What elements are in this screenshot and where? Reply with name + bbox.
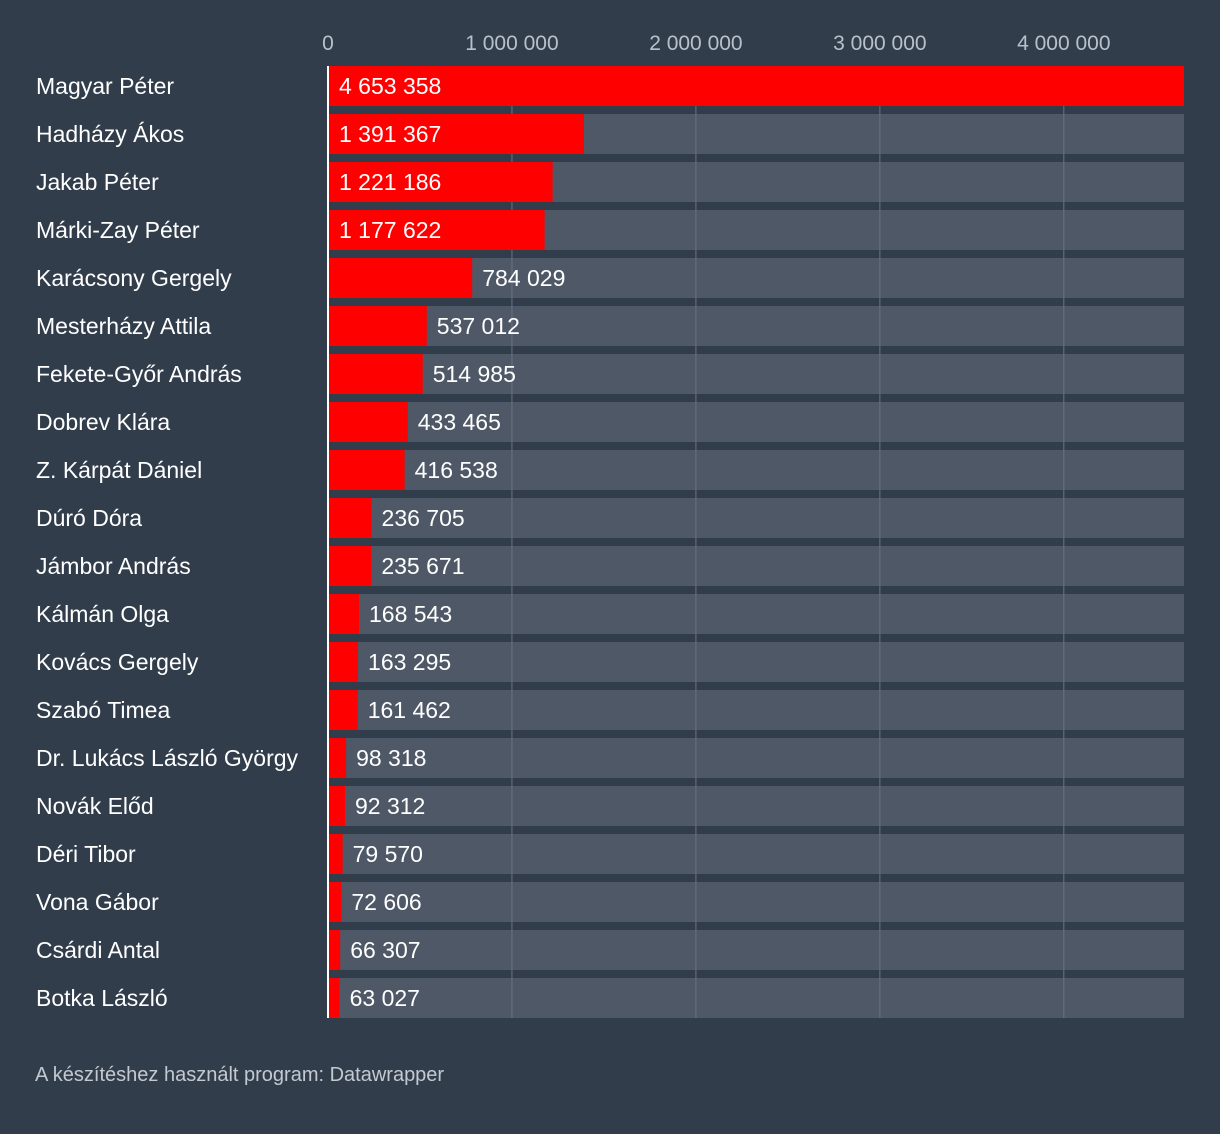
value-label: 1 391 367 bbox=[339, 121, 441, 147]
category-label: Karácsony Gergely bbox=[36, 265, 232, 291]
bar-track bbox=[328, 546, 1184, 586]
bar-track bbox=[328, 402, 1184, 442]
category-label: Déri Tibor bbox=[36, 841, 136, 867]
value-label: 235 671 bbox=[381, 553, 464, 579]
category-label: Kovács Gergely bbox=[36, 649, 199, 675]
value-label: 168 543 bbox=[369, 601, 452, 627]
value-label: 66 307 bbox=[350, 937, 420, 963]
value-label: 416 538 bbox=[415, 457, 498, 483]
bar bbox=[328, 834, 343, 874]
value-label: 514 985 bbox=[433, 361, 516, 387]
x-tick-label: 3 000 000 bbox=[833, 32, 926, 55]
bar-track bbox=[328, 690, 1184, 730]
bar bbox=[328, 978, 340, 1018]
value-label: 92 312 bbox=[355, 793, 425, 819]
bar bbox=[328, 162, 553, 202]
bar-track bbox=[328, 450, 1184, 490]
value-label: 79 570 bbox=[353, 841, 423, 867]
value-label: 1 221 186 bbox=[339, 169, 441, 195]
category-label: Dobrev Klára bbox=[36, 409, 170, 435]
bar-track bbox=[328, 642, 1184, 682]
bar bbox=[328, 402, 408, 442]
bars bbox=[328, 66, 1184, 1018]
bar-track bbox=[328, 930, 1184, 970]
bar-chart: 0 1 000 000 2 000 000 3 000 000 4 000 000 Ma… bbox=[36, 32, 1184, 1018]
x-tick-label: 2 000 000 bbox=[649, 32, 742, 55]
gridlines bbox=[511, 66, 1065, 1018]
footer-credit: A készítéshez használt program: Datawrap… bbox=[35, 1064, 445, 1086]
value-label: 63 027 bbox=[350, 985, 420, 1011]
value-labels: 4 653 358 1 391 367 1 221 186 1 177 622 784 … bbox=[339, 73, 565, 1011]
bar bbox=[328, 786, 345, 826]
bar bbox=[328, 306, 427, 346]
category-label: Jakab Péter bbox=[36, 169, 159, 195]
value-label: 98 318 bbox=[356, 745, 426, 771]
category-label: Fekete-Győr András bbox=[36, 361, 242, 387]
bar bbox=[328, 450, 405, 490]
category-label: Márki-Zay Péter bbox=[36, 217, 200, 243]
category-label: Jámbor András bbox=[36, 553, 191, 579]
bar bbox=[328, 114, 584, 154]
bar bbox=[328, 258, 473, 298]
category-label: Z. Kárpát Dániel bbox=[36, 457, 202, 483]
bar bbox=[328, 642, 359, 682]
category-label: Csárdi Antal bbox=[36, 937, 160, 963]
bar bbox=[328, 210, 545, 250]
bar-track bbox=[328, 978, 1184, 1018]
category-label: Botka László bbox=[36, 985, 168, 1011]
value-label: 236 705 bbox=[382, 505, 465, 531]
category-label: Mesterházy Attila bbox=[36, 313, 211, 339]
category-label: Hadházy Ákos bbox=[36, 121, 184, 147]
category-label: Novák Előd bbox=[36, 793, 154, 819]
category-labels: Magyar Péter Hadházy Ákos Jakab Péter Márki… bbox=[36, 73, 299, 1011]
x-tick-label: 1 000 000 bbox=[465, 32, 558, 55]
bar-track bbox=[328, 786, 1184, 826]
bar bbox=[328, 690, 358, 730]
bar-track bbox=[328, 594, 1184, 634]
value-label: 537 012 bbox=[437, 313, 520, 339]
bar-track bbox=[328, 882, 1184, 922]
x-tick-label: 4 000 000 bbox=[1017, 32, 1110, 55]
category-label: Dr. Lukács László György bbox=[36, 745, 299, 771]
bar bbox=[328, 594, 360, 634]
bar-track bbox=[328, 354, 1184, 394]
bar-track bbox=[328, 306, 1184, 346]
bar bbox=[328, 354, 423, 394]
value-label: 163 295 bbox=[368, 649, 451, 675]
bar bbox=[328, 66, 1184, 106]
bar-track bbox=[328, 834, 1184, 874]
value-label: 433 465 bbox=[418, 409, 501, 435]
bar bbox=[328, 738, 347, 778]
category-label: Szabó Timea bbox=[36, 697, 170, 723]
bar bbox=[328, 498, 372, 538]
bar bbox=[328, 882, 342, 922]
category-label: Vona Gábor bbox=[36, 889, 159, 915]
bar-tracks bbox=[328, 66, 1184, 1018]
value-label: 1 177 622 bbox=[339, 217, 441, 243]
bar-track bbox=[328, 498, 1184, 538]
category-label: Kálmán Olga bbox=[36, 601, 169, 627]
bar bbox=[328, 930, 341, 970]
value-label: 72 606 bbox=[351, 889, 421, 915]
bar bbox=[328, 546, 372, 586]
x-axis-ticks: 0 1 000 000 2 000 000 3 000 000 4 000 000 bbox=[322, 32, 1110, 55]
bar-track bbox=[328, 738, 1184, 778]
category-label: Dúró Dóra bbox=[36, 505, 142, 531]
value-label: 4 653 358 bbox=[339, 73, 441, 99]
x-tick-label: 0 bbox=[322, 32, 334, 55]
value-label: 784 029 bbox=[482, 265, 565, 291]
value-label: 161 462 bbox=[368, 697, 451, 723]
category-label: Magyar Péter bbox=[36, 73, 174, 99]
